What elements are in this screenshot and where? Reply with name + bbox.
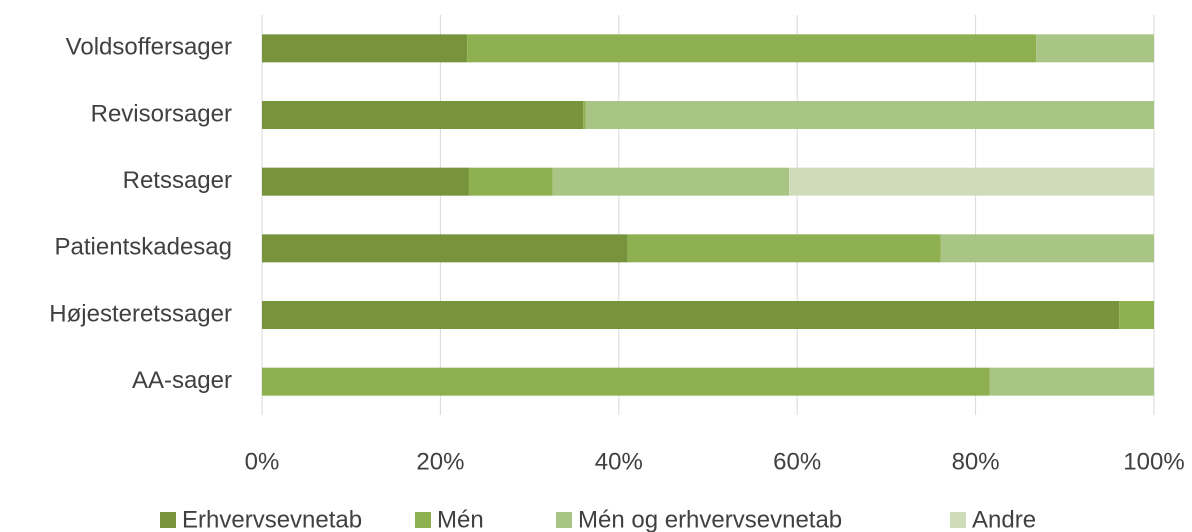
x-tick-label: 80% bbox=[952, 448, 1000, 475]
legend-swatch bbox=[415, 512, 431, 528]
bar-segment bbox=[262, 34, 468, 63]
bar-segment bbox=[262, 234, 628, 263]
y-tick-label: Højesteretssager bbox=[49, 300, 232, 327]
x-tick-label: 0% bbox=[245, 448, 280, 475]
bar-segment bbox=[262, 167, 469, 196]
legend-label: Mén bbox=[437, 506, 484, 532]
bar-segment bbox=[583, 101, 586, 129]
bar-segment bbox=[585, 101, 1154, 129]
bar-segment bbox=[1119, 301, 1154, 329]
bar-segment bbox=[262, 367, 990, 396]
bar-segment bbox=[262, 301, 1120, 329]
bar-segment bbox=[789, 167, 1154, 196]
legend-label: Erhvervsevnetab bbox=[182, 506, 362, 532]
bar-segment bbox=[552, 167, 790, 196]
bar-segment bbox=[989, 367, 1154, 396]
y-tick-label: Retssager bbox=[123, 167, 232, 194]
y-tick-label: Revisorsager bbox=[91, 100, 232, 127]
bar-segment bbox=[467, 34, 1037, 63]
bar-segment bbox=[468, 167, 553, 196]
x-tick-label: 20% bbox=[416, 448, 464, 475]
y-tick-label: AA-sager bbox=[132, 367, 232, 394]
y-tick-label: Voldsoffersager bbox=[66, 34, 232, 61]
x-tick-label: 100% bbox=[1123, 448, 1184, 475]
y-tick-label: Patientskadesag bbox=[55, 234, 232, 261]
x-tick-label: 60% bbox=[773, 448, 821, 475]
bar-segment bbox=[627, 234, 941, 263]
x-tick-label: 40% bbox=[595, 448, 643, 475]
bar-segment bbox=[940, 234, 1154, 263]
bar-segment bbox=[1036, 34, 1154, 63]
bar-segment bbox=[262, 101, 584, 129]
legend-label: Andre bbox=[972, 506, 1036, 532]
legend-label: Mén og erhvervsevnetab bbox=[578, 506, 842, 532]
legend-swatch bbox=[160, 512, 176, 528]
legend-swatch bbox=[950, 512, 966, 528]
legend-swatch bbox=[556, 512, 572, 528]
